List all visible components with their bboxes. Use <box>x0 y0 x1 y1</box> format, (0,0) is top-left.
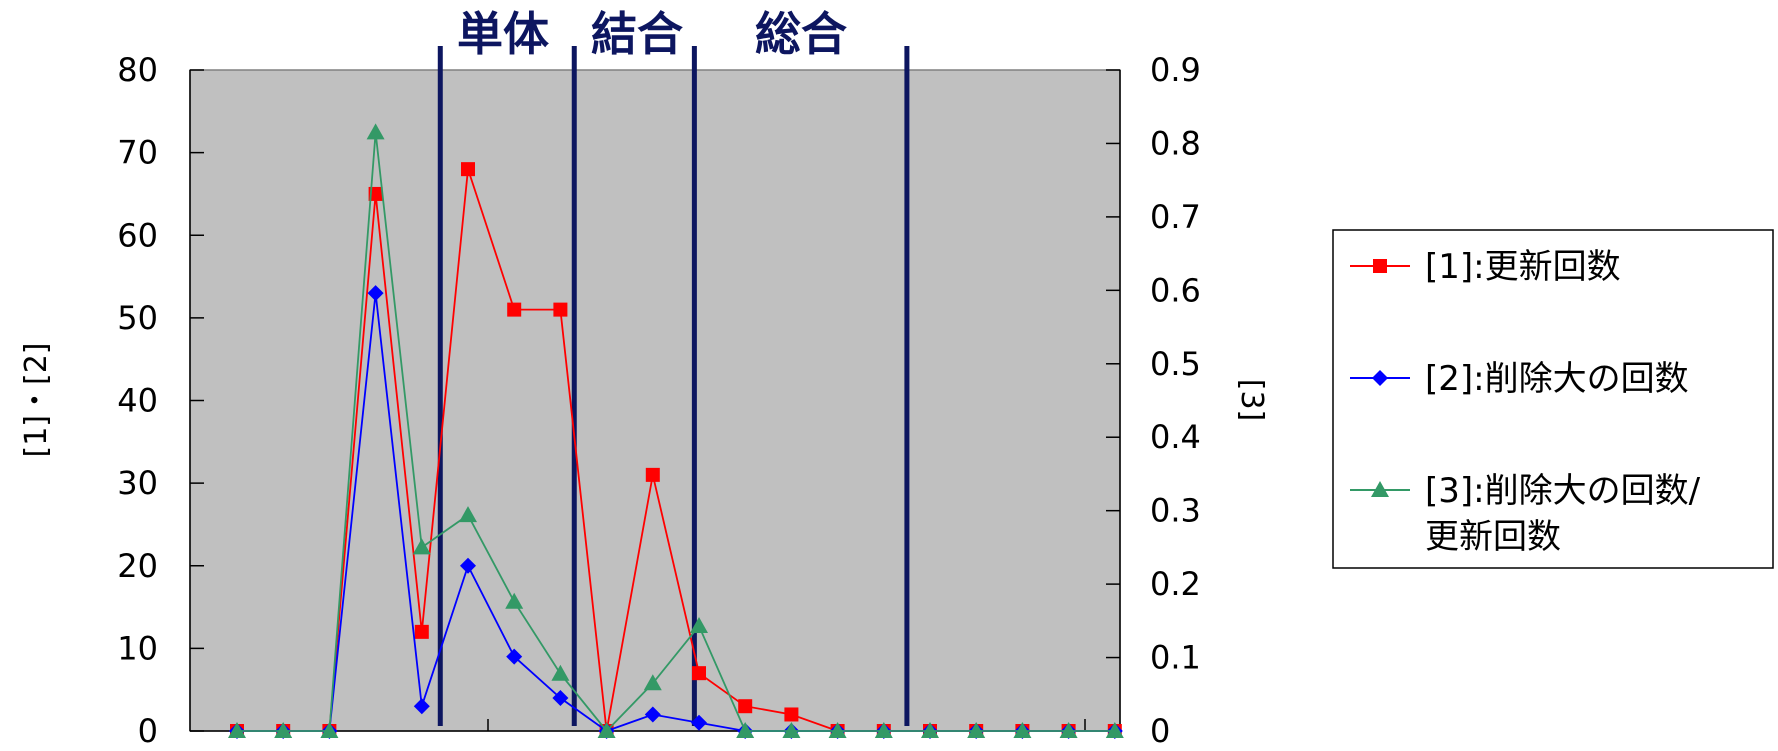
left-axis-title: [1]・[2] <box>19 343 54 458</box>
series-1-point <box>553 302 568 317</box>
series-2-point <box>691 714 707 731</box>
series-3-point <box>551 664 570 681</box>
legend-marker-series-3 <box>1371 481 1389 497</box>
series-3-point <box>412 538 431 555</box>
series-1-point <box>692 666 706 681</box>
left-tick-label: 60 <box>117 216 158 254</box>
legend-label-series-3-line1: [3]:削除大の回数/ <box>1425 471 1701 511</box>
series-3-point <box>828 722 847 738</box>
right-tick-label: 0.7 <box>1150 198 1201 236</box>
phase-lines <box>437 46 910 726</box>
series-1-point <box>461 162 475 177</box>
legend-label-series-2: [2]:削除大の回数 <box>1425 359 1689 399</box>
series-2-point <box>413 698 430 715</box>
phase-label-unit: 単体 <box>457 7 549 61</box>
right-tick-label: 0.5 <box>1150 345 1201 383</box>
series-3-point <box>228 722 246 738</box>
legend-marker-series-2 <box>1372 370 1388 386</box>
series-3-point <box>459 506 477 523</box>
phase-label-system: 総合 <box>755 7 847 61</box>
series-1-point <box>507 302 522 317</box>
series-1-point <box>784 707 799 722</box>
series-1-point <box>414 624 429 639</box>
left-tick-label: 30 <box>117 464 158 502</box>
series-2-point <box>367 285 384 302</box>
series-3-point <box>1059 722 1078 738</box>
phase-label-integration: 結合 <box>591 7 683 61</box>
series-3-point <box>736 722 755 738</box>
series-3-point <box>1013 722 1032 738</box>
series-1-point <box>645 467 660 482</box>
series-3-point <box>643 674 662 691</box>
right-tick-label: 0.2 <box>1150 565 1201 603</box>
legend-label-series-3-line2: 更新回数 <box>1425 517 1561 557</box>
series-1-point <box>738 699 753 714</box>
left-tick-label: 0 <box>138 712 158 750</box>
left-tick-label: 10 <box>117 629 158 667</box>
series-3-point <box>597 722 616 738</box>
left-tick-label: 40 <box>117 382 158 420</box>
series-3-point <box>782 722 801 738</box>
series-3-point <box>320 722 339 738</box>
series-2-point <box>552 689 569 706</box>
series-layer <box>228 123 1124 739</box>
right-tick-label: 0.9 <box>1150 51 1201 89</box>
series-3-point <box>874 722 893 738</box>
legend-label-series-1: [1]:更新回数 <box>1425 247 1621 287</box>
series-2-point <box>460 557 476 574</box>
right-tick-label: 0.8 <box>1150 124 1201 162</box>
plot-area <box>189 69 1121 732</box>
series-3-point <box>921 722 939 738</box>
series-3-point <box>690 616 708 633</box>
series-1-point <box>368 186 383 201</box>
legend-marker-series-1 <box>1373 259 1387 273</box>
series-3-point <box>1105 722 1124 738</box>
left-tick-label: 50 <box>117 299 158 337</box>
series-2-point <box>644 706 661 723</box>
legend-box <box>1332 229 1774 569</box>
series-3-point <box>366 123 385 140</box>
series-3-point <box>967 722 986 738</box>
right-tick-label: 0 <box>1150 712 1170 750</box>
series-3-point <box>274 722 293 738</box>
right-axis-title: [3] <box>1234 379 1269 422</box>
series-2-point <box>506 648 523 665</box>
left-tick-label: 20 <box>117 547 158 585</box>
left-axis: 0 10 20 30 40 50 60 70 80 <box>117 51 204 750</box>
right-tick-label: 0.6 <box>1150 271 1201 309</box>
series-3-line <box>237 132 1115 733</box>
right-tick-label: 0.3 <box>1150 492 1201 530</box>
legend: [1]:更新回数 [2]:削除大の回数 [3]:削除大の回数/ 更新回数 <box>1332 229 1774 569</box>
left-tick-label: 70 <box>117 134 158 172</box>
series-3-point <box>505 592 524 609</box>
right-axis: 0 0.1 0.2 0.3 0.4 0.5 0.6 0.7 0.8 0.9 <box>1106 51 1201 750</box>
left-tick-label: 80 <box>117 51 158 89</box>
right-tick-label: 0.1 <box>1150 639 1201 677</box>
right-tick-label: 0.4 <box>1150 418 1201 456</box>
